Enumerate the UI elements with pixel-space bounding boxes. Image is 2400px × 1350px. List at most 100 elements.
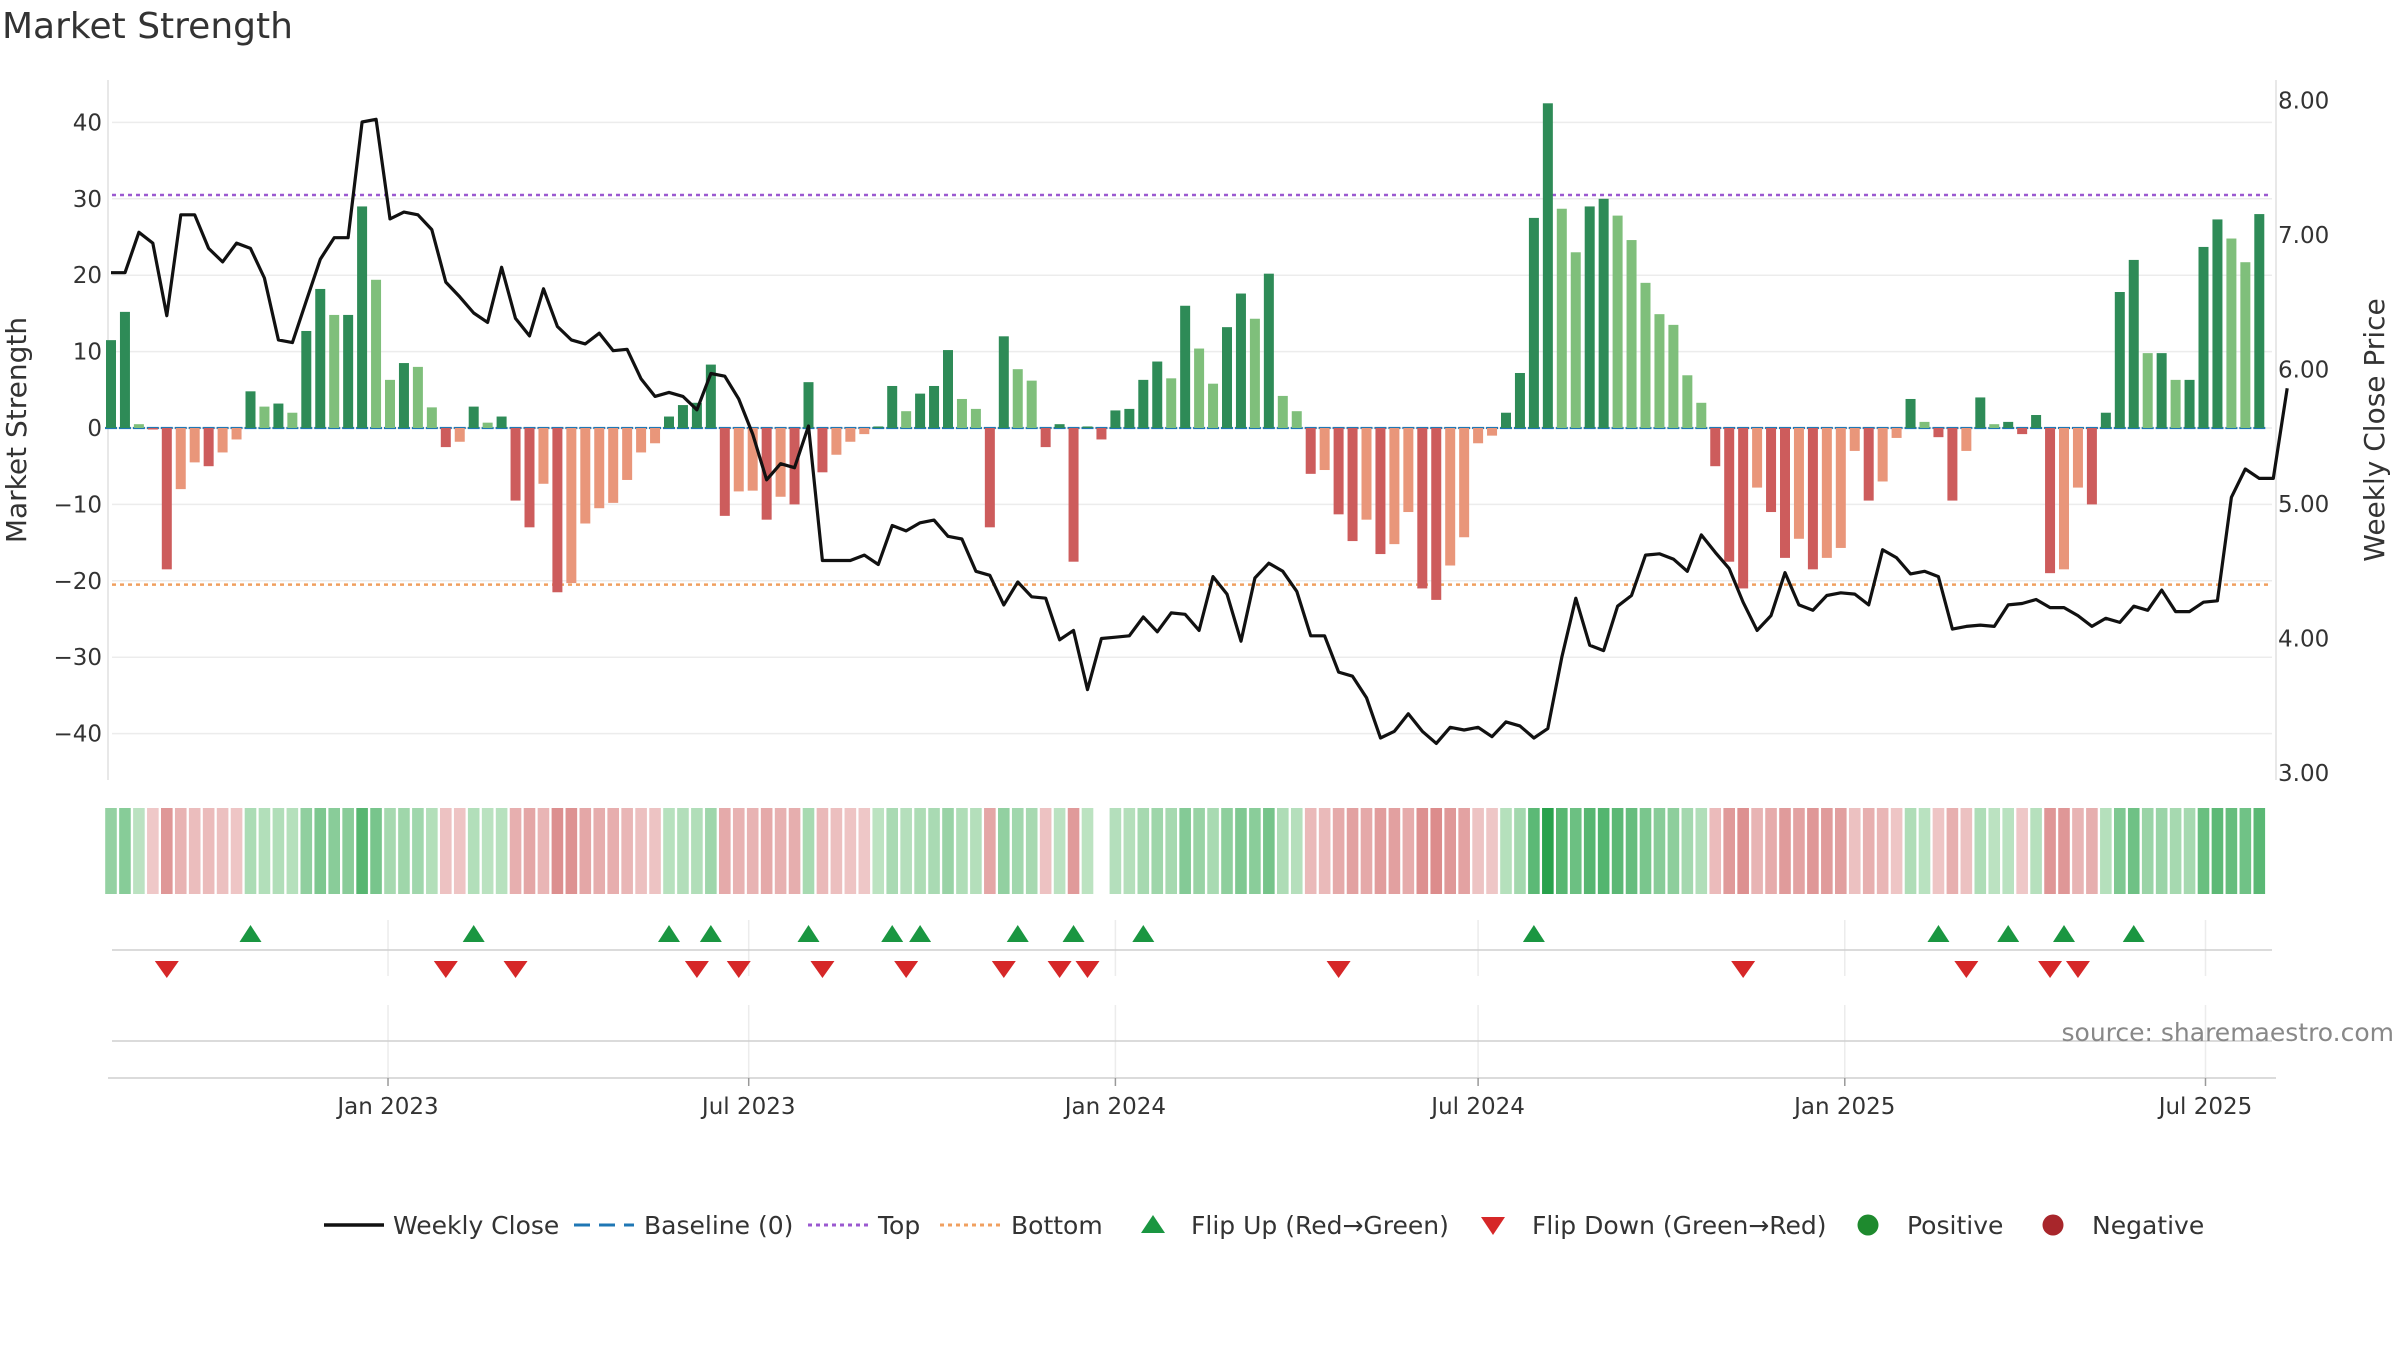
strip-cell [495,808,508,894]
strip-cell [2058,808,2070,894]
strip-cell [1723,808,1735,894]
flip-down-marker [684,961,709,978]
strength-bar [1208,383,1219,428]
legend-baseline-label: Baseline (0) [644,1211,793,1240]
flip-up-marker [1062,925,1085,942]
strength-bar [1305,428,1316,474]
strength-bar [873,426,884,428]
strip-cell [705,808,717,894]
flip-down-marker [1326,961,1351,978]
strip-cell [998,808,1010,894]
flip-up-marker [2122,925,2145,942]
strip-cell [1416,808,1429,894]
strip-cell [551,808,564,894]
strip-cell [2197,808,2210,894]
flip-up-marker [2053,925,2075,942]
strength-bar [594,428,605,509]
strip-cell [356,808,368,894]
flip-up-marker [1006,925,1029,942]
strip-cell [467,808,480,894]
strength-bar [119,311,130,428]
strength-bar [943,350,953,428]
legend-bottom-label: Bottom [1011,1211,1103,1240]
strength-bar [524,428,535,528]
x-tick-label: Jul 2023 [700,1094,796,1120]
strip-cell [816,808,829,894]
strip-cell [1514,808,1526,894]
strip-cell [523,808,536,894]
strength-bar [1068,428,1079,562]
flip-up-marker [239,925,262,942]
strip-cell [984,808,996,894]
x-tick-label: Jan 2023 [335,1094,438,1120]
strength-bar [1933,428,1944,438]
strip-cell [272,808,285,894]
strength-bar [147,428,158,430]
strength-bar [2086,428,2097,505]
strip-cell [802,808,815,894]
strip-cell [1653,808,1666,894]
strength-bar [664,416,674,428]
strength-bar [2212,219,2223,428]
flip-markers [112,925,2272,978]
strength-bar [719,428,730,516]
strength-heat-strip [105,808,2266,894]
strength-bar [454,428,465,442]
strength-bar [1054,424,1065,428]
strength-bar [1905,398,1916,428]
flip-down-marker [991,961,1016,978]
strength-bar [2128,259,2139,428]
strength-bar [1570,252,1581,428]
strip-cell [2114,808,2126,894]
strength-bar [845,428,856,442]
strip-cell [956,808,968,894]
flip-down-marker [154,961,179,978]
strip-cell [202,808,215,894]
strip-cell [2016,808,2028,894]
strength-bar [1863,428,1874,501]
strip-cell [1569,808,1582,894]
strip-cell [1528,808,1540,894]
strength-bar [650,428,661,444]
strength-bar [203,428,214,467]
strip-cell [788,808,801,894]
strip-cell [1946,808,1959,894]
strength-bar [1612,215,1623,428]
flip-down-marker [503,961,528,978]
strength-bar [1110,410,1121,428]
strip-cell [161,808,173,894]
strength-bar [1849,428,1860,451]
strength-bar [984,428,995,528]
strength-bar [217,428,228,453]
strength-bar [1138,379,1149,428]
strength-bar [1459,428,1470,538]
strip-cell [1639,808,1652,894]
legend-negative-swatch [2042,1214,2064,1236]
strip-cell [509,808,522,894]
strength-bar [106,340,116,428]
strength-bar [1417,428,1428,589]
strip-cell [1681,808,1694,894]
y2-tick-label: 6.00 [2278,358,2329,384]
legend-top-label: Top [877,1211,920,1240]
strip-cell [1123,808,1136,894]
strip-cell [216,808,229,894]
strength-bar [901,411,912,428]
strip-cell [1876,808,1889,894]
strength-bar [691,402,702,428]
strip-cell [230,808,243,894]
flip-up-marker [1132,925,1155,942]
strength-bar [343,314,354,428]
strip-cell [732,808,745,894]
legend-positive-swatch [1857,1214,1879,1236]
strength-bar [315,288,326,428]
strength-bar [510,428,521,501]
strength-bar [1682,375,1693,428]
strength-bar [426,407,437,428]
strip-cell [1137,808,1150,894]
strip-cell [2100,808,2112,894]
strength-bar [329,314,340,428]
strip-cell [258,808,271,894]
strip-cell [649,808,661,894]
y-tick-label: −40 [53,722,102,748]
